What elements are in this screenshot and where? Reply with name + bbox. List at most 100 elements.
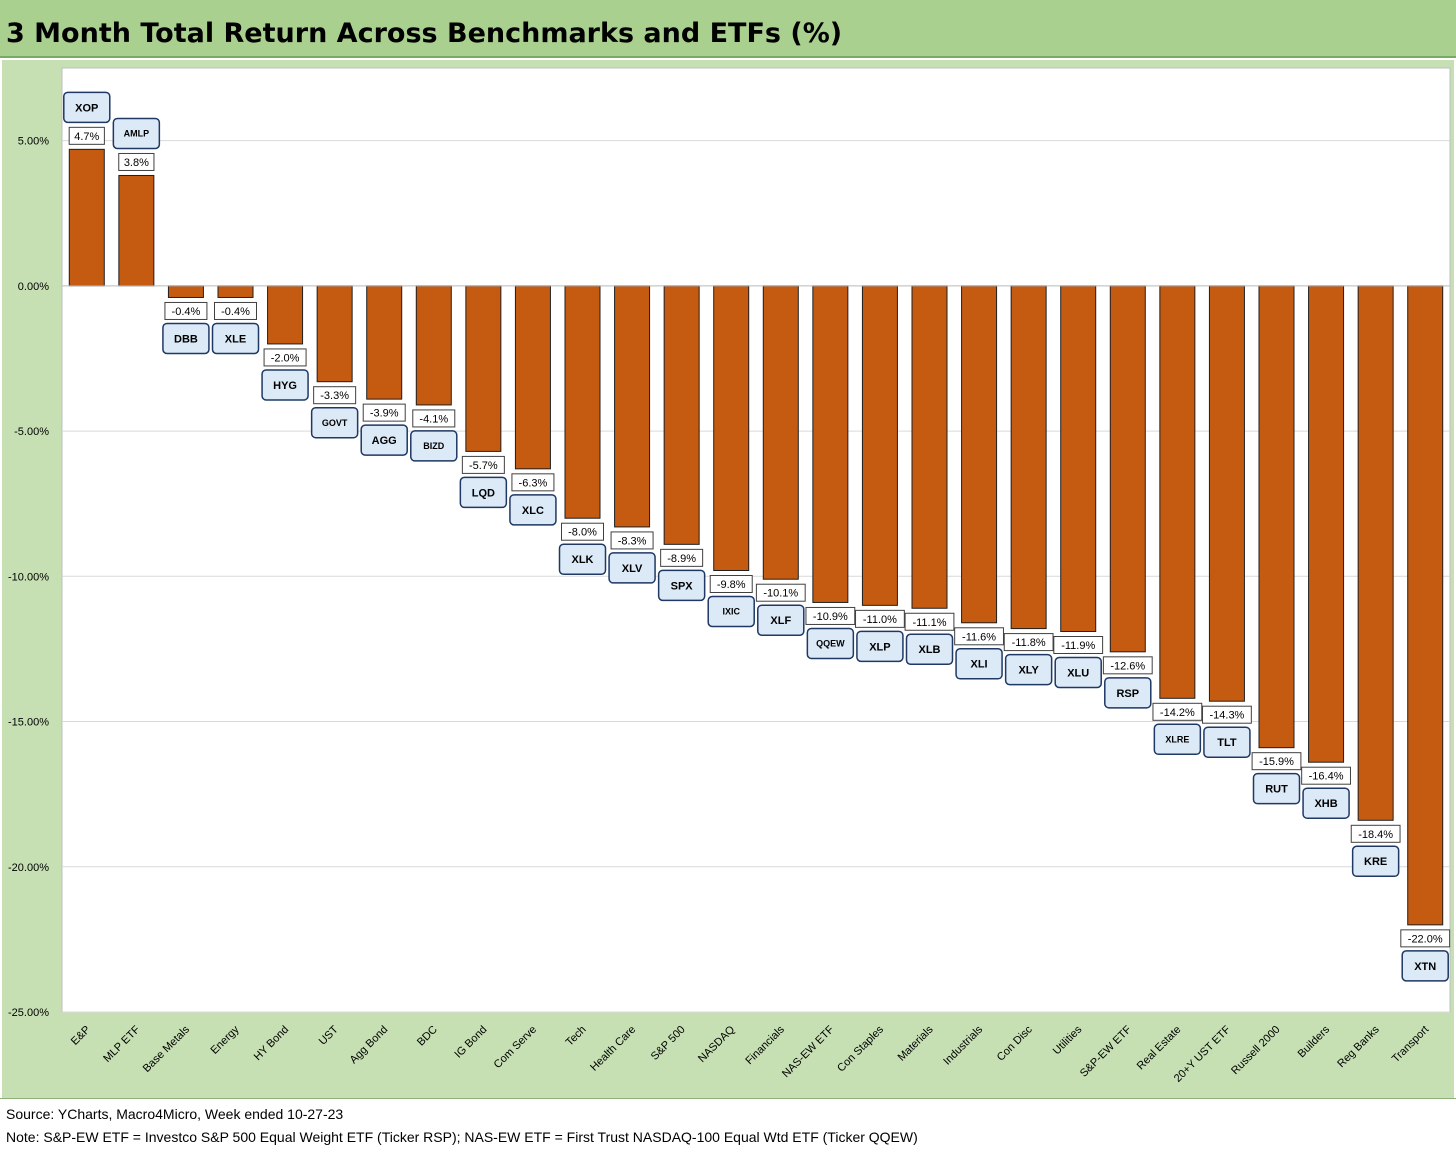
bar: [911, 285, 948, 609]
data-label: -11.6%: [962, 631, 996, 643]
ticker-group: AGG: [360, 424, 408, 456]
ticker-label: XLP: [869, 641, 890, 653]
ticker-group: XTN: [1401, 950, 1449, 982]
ticker-label: SPX: [671, 580, 694, 592]
bar: [415, 285, 452, 406]
ticker-label: QQEW: [816, 639, 845, 649]
data-label-group: -6.3%: [511, 473, 555, 492]
bar: [961, 285, 998, 624]
ticker-label: XLI: [971, 659, 988, 671]
data-label: -0.4%: [221, 306, 250, 318]
ticker-label: IXIC: [722, 607, 740, 617]
ticker-box: [707, 595, 755, 628]
data-label: -10.1%: [763, 588, 798, 600]
ticker-group: XLI: [955, 648, 1003, 680]
data-label-box: [1053, 635, 1104, 654]
ticker-group: XLE: [211, 322, 260, 355]
bar: [564, 285, 601, 519]
ticker-group: XLF: [757, 604, 805, 636]
ticker-box: [1302, 787, 1350, 819]
ticker-group: XLC: [509, 494, 557, 526]
ticker-label: RSP: [1116, 688, 1139, 700]
data-label-box: [164, 301, 208, 320]
data-label-group: -4.1%: [412, 409, 456, 428]
bar: [267, 285, 304, 345]
data-label: -14.3%: [1209, 710, 1244, 722]
y-tick-label: 5.00%: [18, 136, 49, 148]
data-label-box: [118, 152, 155, 171]
data-label: -9.8%: [717, 579, 746, 591]
ticker-box: [1401, 950, 1449, 982]
y-tick-label: -10.00%: [8, 571, 49, 583]
ticker-box: [261, 369, 309, 401]
ticker-box: [806, 627, 855, 660]
x-tick-label: S&P 500: [649, 1024, 688, 1063]
data-label-box: [1350, 824, 1401, 843]
ticker-box: [558, 543, 607, 575]
ticker-group: HYG: [261, 369, 309, 401]
ticker-label: DBB: [174, 333, 198, 345]
data-label-box: [1102, 656, 1153, 675]
ticker-label: XOP: [75, 102, 98, 114]
bar: [514, 285, 551, 470]
x-tick-label: Con Staples: [835, 1023, 886, 1074]
data-label: -11.8%: [1012, 637, 1046, 649]
ticker-group: XLU: [1054, 656, 1102, 689]
ticker-label: XLV: [622, 563, 643, 575]
data-label: -11.9%: [1061, 640, 1095, 652]
ticker-label: HYG: [273, 380, 297, 392]
ticker-label: RUT: [1265, 784, 1288, 796]
ticker-group: XLY: [1004, 653, 1053, 686]
data-label: -8.3%: [618, 535, 647, 547]
x-tick-label: IG Bond: [452, 1024, 489, 1061]
data-label-box: [511, 473, 555, 492]
ticker-label: KRE: [1364, 856, 1387, 868]
bar: [68, 148, 105, 287]
ticker-label: GOVT: [322, 418, 348, 428]
x-tick-label: Real Estate: [1135, 1024, 1184, 1073]
ticker-group: XLP: [856, 630, 904, 663]
ticker-box: [1252, 772, 1301, 805]
source-panel: Source: YCharts, Macro4Micro, Week ended…: [0, 1098, 1456, 1157]
ticker-group: SPX: [657, 569, 706, 602]
x-tick-label: E&P: [69, 1024, 93, 1048]
data-label: -14.2%: [1160, 707, 1195, 719]
title-bar: 3 Month Total Return Across Benchmarks a…: [0, 0, 1456, 58]
bar: [465, 285, 502, 452]
data-label-box: [805, 606, 856, 625]
ticker-box: [608, 552, 656, 584]
ticker-group: RUT: [1252, 772, 1301, 805]
data-label-group: -2.0%: [263, 348, 307, 367]
data-label-box: [412, 409, 456, 428]
data-label-group: -8.0%: [561, 522, 604, 541]
ticker-label: XTN: [1414, 961, 1436, 973]
x-tick-label: Financials: [743, 1023, 787, 1067]
y-tick-label: -15.00%: [8, 717, 49, 729]
data-label-box: [362, 403, 406, 422]
bar: [861, 285, 898, 606]
bar: [316, 285, 353, 383]
chart-area: 5.00% 0.00% -5.00% -10.00% -15.00% -20.00% -25…: [2, 60, 1454, 1098]
ticker-label: XLY: [1018, 665, 1039, 677]
chart-title: 3 Month Total Return Across Benchmarks a…: [6, 18, 843, 49]
data-label: -3.9%: [370, 408, 399, 420]
ticker-group: DBB: [162, 322, 210, 355]
data-label-group: -9.8%: [709, 574, 753, 593]
x-tick-label: UST: [317, 1023, 341, 1047]
bar: [1308, 285, 1345, 763]
ticker-box: [410, 430, 458, 462]
ticker-label: XLE: [225, 333, 246, 345]
data-label-box: [660, 548, 704, 567]
data-label: -0.4%: [172, 306, 201, 318]
data-label-group: -22.0%: [1400, 929, 1451, 948]
data-label: -2.0%: [271, 352, 300, 364]
ticker-label: XLRE: [1165, 735, 1189, 745]
data-label-box: [709, 574, 753, 593]
ticker-box: [310, 406, 359, 439]
bar: [1109, 285, 1146, 653]
data-label-group: -12.6%: [1102, 656, 1153, 675]
data-label-group: -8.3%: [610, 531, 654, 550]
x-tick-label: Energy: [208, 1023, 241, 1056]
data-label-box: [1301, 766, 1351, 785]
ticker-group: BIZD: [410, 430, 458, 462]
